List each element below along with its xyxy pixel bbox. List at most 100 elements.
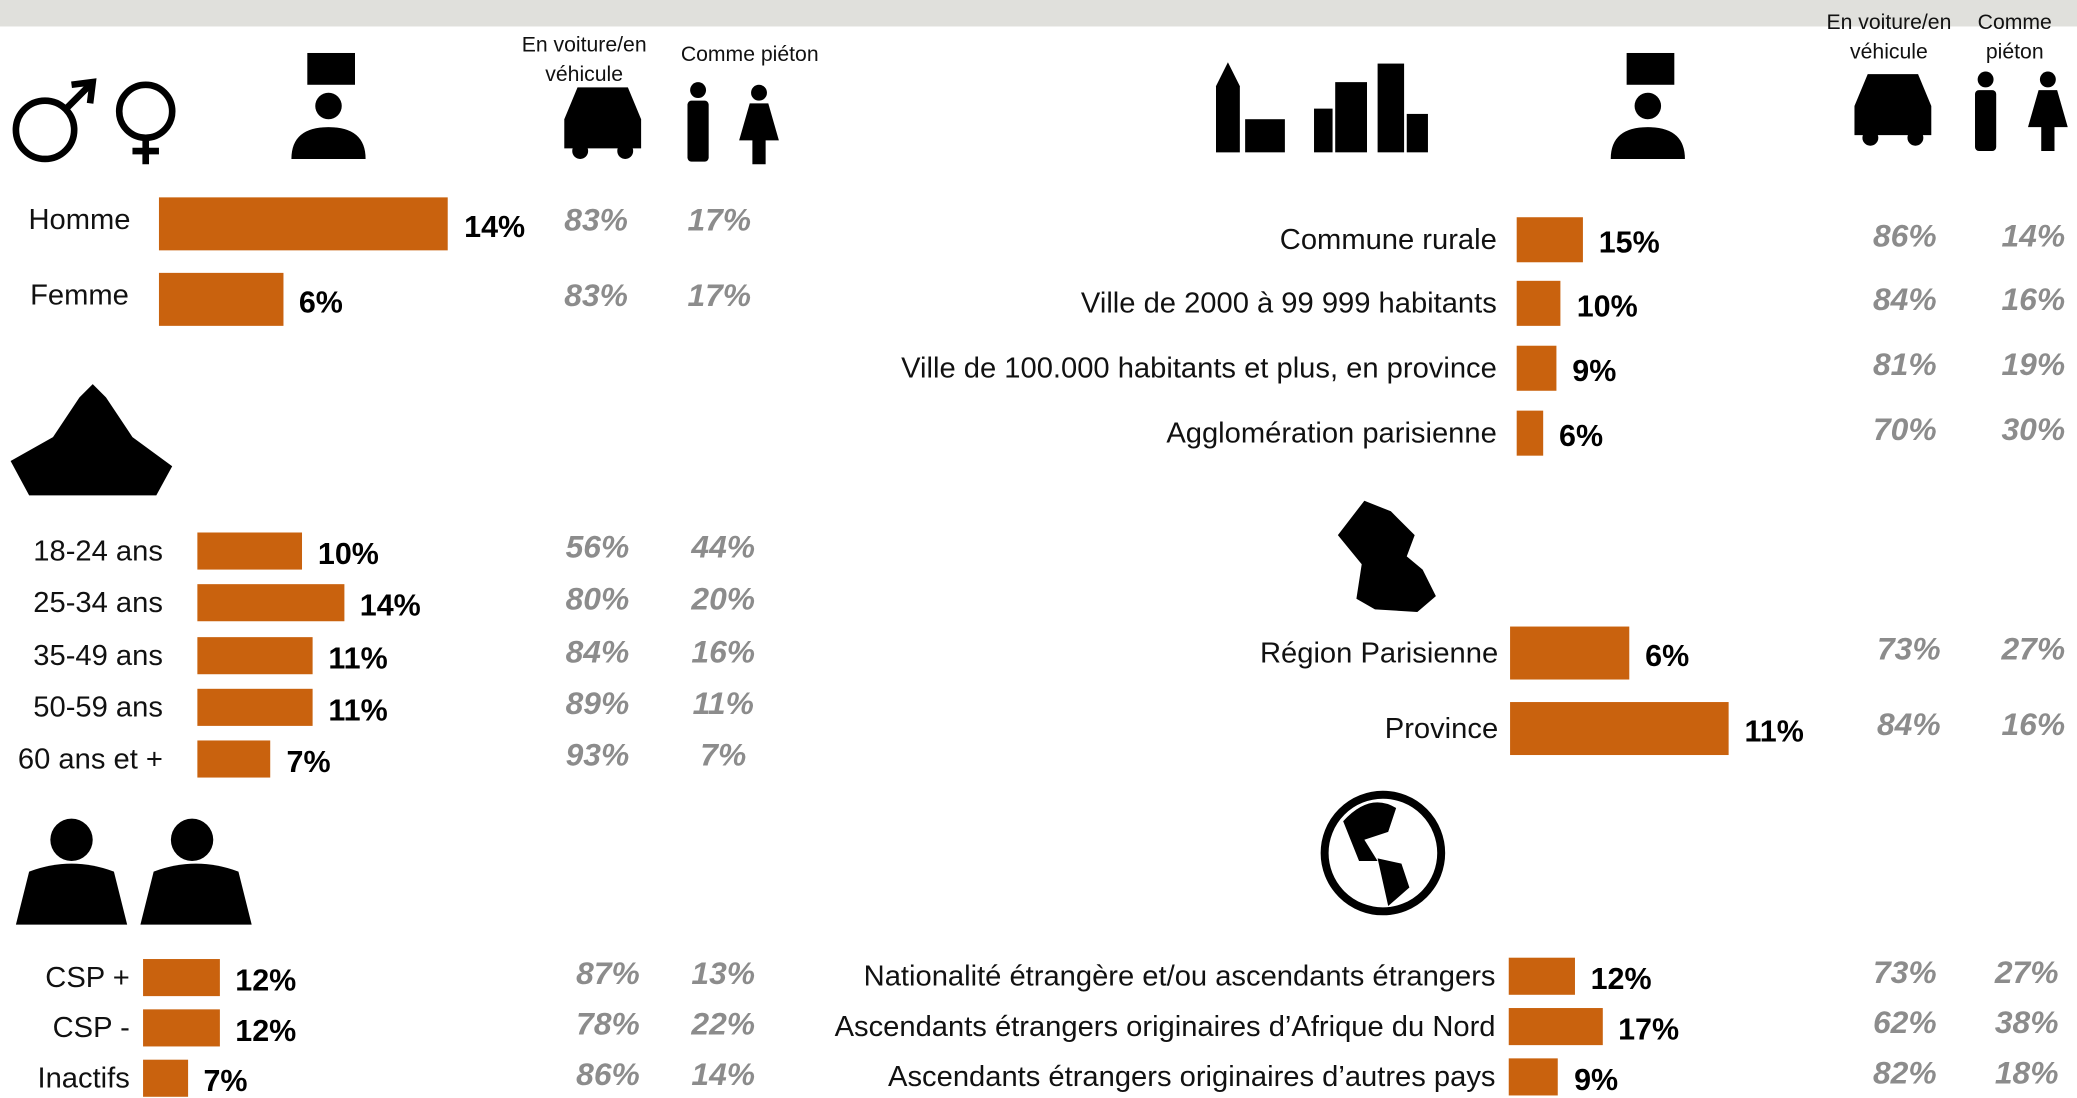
bar	[143, 1059, 188, 1097]
category-label: Province	[1384, 711, 1499, 745]
bar	[197, 532, 303, 570]
pedestrian-share: 20%	[691, 581, 756, 618]
bar	[1508, 1058, 1559, 1096]
value-label: 11%	[328, 692, 388, 727]
value-label: 12%	[1590, 961, 1652, 996]
value-label: 6%	[1559, 418, 1604, 453]
value-label: 15%	[1598, 224, 1660, 260]
france-icon	[1337, 500, 1436, 612]
pedestrian-share: 22%	[691, 1006, 756, 1043]
bar	[197, 740, 271, 778]
pedestrian-share: 30%	[2001, 411, 2066, 448]
column-header: Comme piéton	[1977, 11, 2052, 64]
column-header: En voiture/en véhicule	[521, 34, 647, 86]
pedestrian-share: 13%	[691, 956, 756, 993]
value-label: 12%	[235, 962, 297, 998]
pedestrian-share: 17%	[687, 278, 752, 314]
bar	[1516, 345, 1557, 391]
car-share: 82%	[1872, 1055, 1937, 1092]
column-header: En voiture/en véhicule	[1826, 11, 1952, 64]
car-share: 73%	[1876, 631, 1941, 668]
bar	[197, 637, 313, 675]
pedestrian-share: 16%	[2001, 282, 2066, 318]
pedestrian-share: 14%	[2001, 218, 2066, 255]
value-label: 10%	[1576, 288, 1638, 323]
car-share: 86%	[1872, 218, 1937, 255]
category-label: Ascendants étrangers originaires d’Afriq…	[834, 1009, 1496, 1043]
pedestrian-share: 16%	[2001, 707, 2066, 744]
category-label: Nationalité étrangère et/ou ascendants é…	[863, 959, 1496, 993]
category-label: Inactifs	[37, 1061, 130, 1095]
top-band	[0, 0, 2077, 27]
category-label: Agglomération parisienne	[1166, 415, 1497, 450]
category-label: Homme	[28, 202, 131, 236]
category-label: Ville de 2000 à 99 999 habitants	[1080, 286, 1497, 320]
category-label: CSP +	[45, 960, 130, 994]
category-label: 18-24 ans	[33, 533, 163, 567]
pedestrian-share: 19%	[2001, 347, 2066, 383]
value-label: 7%	[203, 1063, 248, 1098]
pedestrian-share: 18%	[1994, 1055, 2059, 1092]
category-label: Commune rurale	[1279, 222, 1497, 256]
bar	[1510, 626, 1630, 680]
pedestrian-share: 7%	[700, 737, 747, 774]
car-share: 56%	[565, 529, 630, 566]
pedestrian-share: 38%	[1994, 1005, 2059, 1042]
pedestrian-share: 27%	[2001, 631, 2066, 668]
gender-icon	[12, 78, 176, 165]
category-label: 25-34 ans	[33, 585, 163, 619]
bar	[1508, 1008, 1603, 1046]
value-label: 11%	[1744, 713, 1804, 749]
bar	[1516, 280, 1561, 326]
value-label: 7%	[286, 744, 331, 779]
category-label: Femme	[30, 277, 129, 311]
value-label: 9%	[1572, 353, 1617, 388]
value-label: 6%	[298, 284, 343, 319]
globe-icon	[1320, 790, 1446, 916]
bar	[1516, 217, 1583, 263]
car-share: 83%	[564, 202, 628, 239]
bar	[143, 1009, 220, 1047]
age-pyramid-icon	[10, 384, 173, 496]
pedestrian-share: 16%	[691, 634, 756, 671]
car-share: 86%	[576, 1057, 640, 1093]
category-label: 50-59 ans	[33, 690, 163, 724]
category-label: Ascendants étrangers originaires d’autre…	[888, 1059, 1496, 1093]
bar	[197, 584, 344, 622]
car-share: 80%	[565, 581, 630, 618]
pedestrian-share: 14%	[691, 1057, 756, 1093]
category-label: 35-49 ans	[33, 638, 163, 672]
pedestrian-share: 17%	[687, 202, 752, 239]
bar	[143, 959, 220, 997]
car-share: 70%	[1872, 411, 1937, 448]
car-share: 93%	[565, 737, 630, 774]
people-icon	[291, 52, 1685, 159]
city-icon	[1216, 62, 1428, 153]
value-label: 9%	[1574, 1062, 1619, 1097]
category-label: Région Parisienne	[1260, 635, 1499, 669]
car-share: 83%	[564, 278, 628, 314]
csp-icon	[15, 818, 252, 925]
car-icon	[564, 74, 1932, 159]
bar	[1508, 957, 1575, 995]
column-header: Comme piéton	[680, 43, 819, 67]
value-label: 17%	[1618, 1011, 1680, 1047]
car-share: 84%	[565, 634, 630, 671]
category-label: Ville de 100.000 habitants et plus, en p…	[901, 351, 1497, 385]
car-share: 84%	[1876, 707, 1941, 744]
bar	[158, 272, 283, 326]
car-share: 87%	[576, 956, 640, 993]
car-share: 89%	[565, 686, 630, 722]
value-label: 14%	[464, 209, 526, 244]
value-label: 14%	[359, 587, 421, 623]
car-share: 73%	[1872, 955, 1937, 991]
car-share: 62%	[1872, 1005, 1937, 1042]
car-share: 78%	[576, 1006, 640, 1043]
category-label: 60 ans et +	[17, 741, 163, 775]
car-share: 84%	[1872, 282, 1937, 318]
value-label: 12%	[235, 1013, 297, 1048]
pedestrian-share: 44%	[691, 529, 756, 566]
